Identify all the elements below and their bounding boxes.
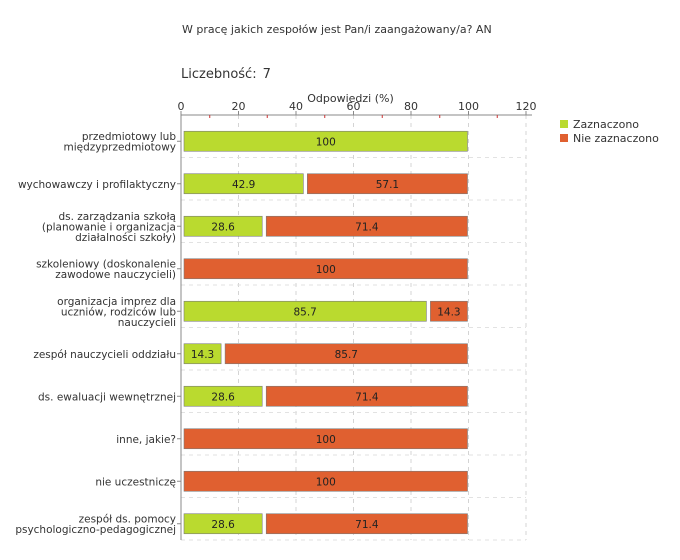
bar-value-label: 57.1 [376, 179, 399, 191]
bar-value-label: 71.4 [355, 391, 379, 403]
bar-nie-zaznaczono [183, 258, 468, 280]
legend-swatch [560, 134, 568, 142]
bars-layer [183, 130, 468, 535]
bar-zaznaczono [183, 385, 263, 407]
bar-nie-zaznaczono [430, 300, 468, 322]
bar-nie-zaznaczono [224, 343, 468, 365]
count-value: 7 [262, 67, 271, 82]
bar-value-label: 14.3 [437, 306, 460, 318]
category-label: zespół ds. pomocy psychologiczno-pedagogi… [15, 514, 176, 537]
bar-value-label: 42.9 [232, 179, 255, 191]
grid-layer [181, 115, 527, 541]
bar-nie-zaznaczono [307, 173, 468, 195]
x-tick-label: 0 [178, 100, 185, 113]
bar-nie-zaznaczono [183, 428, 468, 450]
bar-zaznaczono [183, 343, 222, 365]
legend-item: Zaznaczono [560, 117, 659, 131]
bar-zaznaczono [183, 513, 263, 535]
legend-label: Zaznaczono [573, 117, 640, 131]
legend-label: Nie zaznaczono [573, 131, 659, 145]
bar-nie-zaznaczono [265, 385, 468, 407]
category-label: ds. zarządzania szkołą (planowanie i orga… [42, 211, 176, 244]
bar-value-label: 28.6 [211, 519, 235, 531]
bar-value-label: 28.6 [211, 221, 235, 233]
bar-value-label: 71.4 [355, 519, 379, 531]
bar-value-label: 28.6 [211, 391, 235, 403]
legend-item: Nie zaznaczono [560, 131, 659, 145]
bar-nie-zaznaczono [183, 470, 468, 492]
bar-value-label: 100 [316, 136, 336, 148]
bar-zaznaczono [183, 300, 427, 322]
category-label: nie uczestniczę [95, 476, 176, 488]
x-tick-label: 80 [404, 100, 418, 113]
bar-zaznaczono [183, 173, 304, 195]
category-label: przedmiotowy lub międzyprzedmiotowy [63, 131, 176, 154]
legend: Zaznaczono Nie zaznaczono [560, 117, 659, 145]
x-tick-label: 20 [232, 100, 246, 113]
x-tick-label: 60 [347, 100, 361, 113]
chart-title: W pracę jakich zespołów jest Pan/i zaang… [182, 23, 492, 36]
legend-swatch [560, 120, 568, 128]
bar-nie-zaznaczono [265, 513, 468, 535]
bar-zaznaczono [183, 130, 468, 152]
x-tick-label: 100 [458, 100, 479, 113]
category-label: ds. ewaluacji wewnętrznej [38, 391, 176, 403]
bar-nie-zaznaczono [265, 215, 468, 237]
category-label: inne, jakie? [116, 434, 176, 446]
bar-value-label: 14.3 [191, 349, 214, 361]
x-axis-title: Odpowiedzi (%) [307, 92, 394, 105]
bar-value-label: 85.7 [293, 306, 316, 318]
count-label: Liczebność: [181, 67, 257, 82]
category-label: zespół nauczycieli oddziału [33, 349, 176, 361]
x-tick-label: 40 [289, 100, 303, 113]
bar-value-label: 100 [316, 434, 336, 446]
bar-value-label: 100 [316, 476, 336, 488]
bar-value-label: 100 [316, 264, 336, 276]
bar-zaznaczono [183, 215, 263, 237]
bar-value-label: 85.7 [335, 349, 358, 361]
bar-value-label: 71.4 [355, 221, 379, 233]
category-label: organizacja imprez dla uczniów, rodziców … [57, 296, 176, 329]
category-label: szkoleniowy (doskonalenie zawodowe nauczy… [36, 259, 176, 282]
category-label: wychowawczy i profilaktyczny [18, 179, 176, 191]
x-tick-label: 120 [516, 100, 537, 113]
labels-layer: przedmiotowy lub międzyprzedmiotowy 100 wyc… [15, 131, 460, 536]
count-line: Liczebność: 7 [181, 67, 271, 82]
axis-layer: Odpowiedzi (%) 0 20 40 60 80 100 120 [177, 92, 537, 540]
